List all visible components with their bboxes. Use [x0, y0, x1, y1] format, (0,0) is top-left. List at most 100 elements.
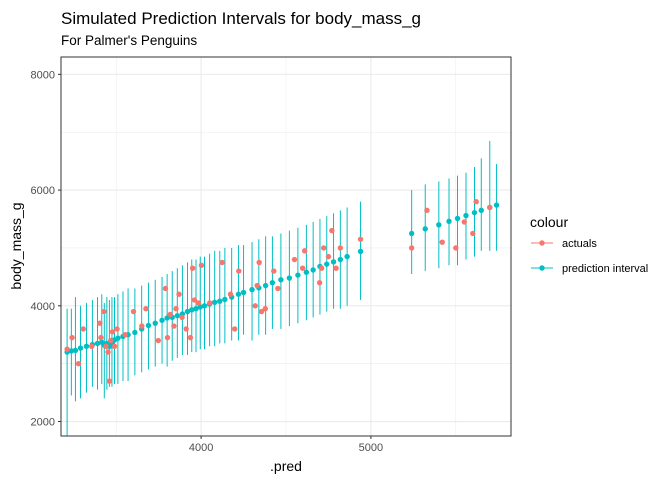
y-tick-label: 2000	[31, 417, 55, 429]
prediction-point	[174, 312, 181, 319]
prediction-point	[278, 277, 284, 283]
x-tick-label: 4000	[189, 442, 213, 454]
y-axis-label: body_mass_g	[8, 202, 24, 289]
actual-point	[470, 230, 476, 237]
actual-point	[227, 291, 234, 297]
actual-point	[453, 245, 459, 251]
prediction-point	[463, 212, 469, 219]
prediction-point	[83, 343, 90, 350]
actual-point	[252, 303, 258, 309]
actual-point	[256, 259, 262, 266]
actual-point	[262, 306, 268, 312]
actual-point	[198, 262, 205, 269]
legend-key-point-prediction-interval	[539, 265, 545, 271]
prediction-point	[436, 222, 442, 228]
actual-point	[291, 256, 298, 263]
prediction-point	[471, 209, 478, 216]
x-axis-ticks: 4000 5000	[189, 436, 383, 454]
actual-point	[173, 306, 179, 312]
prediction-point	[357, 248, 364, 255]
prediction-point	[184, 308, 191, 315]
prediction-point	[132, 329, 138, 336]
prediction-point	[217, 298, 223, 304]
legend-label-actuals: actuals	[562, 238, 597, 250]
prediction-point	[94, 340, 101, 347]
plot-border	[60, 56, 512, 437]
actual-point	[318, 265, 325, 271]
actual-point	[316, 279, 323, 286]
actual-point	[179, 314, 185, 321]
actual-point	[109, 329, 116, 335]
prediction-point	[152, 320, 158, 326]
prediction-point	[235, 291, 242, 297]
actual-point	[164, 334, 171, 341]
actual-point	[195, 300, 202, 306]
prediction-point	[303, 269, 310, 275]
actual-point	[75, 360, 82, 367]
actual-point	[143, 306, 149, 312]
actual-point	[232, 326, 238, 332]
actual-point	[183, 326, 189, 332]
actual-point	[461, 219, 468, 225]
plot-panel	[60, 56, 512, 437]
actual-point	[439, 239, 445, 245]
actual-point	[108, 337, 114, 344]
actual-points	[64, 198, 493, 384]
actual-point	[105, 349, 111, 355]
actual-point	[236, 268, 242, 274]
actual-point	[487, 204, 493, 211]
prediction-point	[197, 304, 203, 310]
actual-point	[69, 334, 75, 341]
prediction-point	[159, 317, 165, 323]
actual-point	[219, 259, 225, 266]
prediction-point	[201, 303, 208, 309]
prediction-point	[330, 259, 337, 265]
prediction-point	[240, 289, 247, 296]
legend-item-prediction-interval: prediction interval	[531, 263, 648, 275]
chart-subtitle: For Palmer's Penguins	[61, 33, 197, 48]
actual-point	[106, 378, 113, 384]
prediction-point	[493, 202, 500, 208]
y-tick-label: 8000	[31, 69, 55, 81]
prediction-point	[408, 230, 415, 237]
actual-point	[98, 334, 104, 341]
legend-title: colour	[530, 214, 568, 230]
actual-point	[473, 198, 479, 205]
legend-key-point-actuals	[539, 240, 545, 246]
legend: colour actuals prediction interval	[530, 214, 648, 275]
actual-point	[64, 346, 70, 352]
actual-point	[325, 253, 332, 260]
actual-point	[191, 297, 198, 303]
prediction-point	[211, 299, 218, 306]
actual-point	[408, 245, 415, 251]
x-tick-label: 5000	[359, 442, 383, 454]
actual-point	[171, 323, 177, 329]
prediction-point	[145, 322, 152, 329]
prediction-point	[286, 275, 293, 281]
actual-point	[357, 236, 364, 242]
prediction-point	[72, 347, 79, 354]
legend-label-prediction-interval: prediction interval	[562, 263, 648, 275]
chart-title: Simulated Prediction Intervals for body_…	[61, 9, 421, 28]
actual-point	[299, 265, 306, 271]
actual-point	[275, 285, 281, 292]
x-axis-label: .pred	[270, 458, 302, 474]
actual-point	[207, 300, 213, 306]
actual-point	[101, 308, 107, 315]
prediction-point	[446, 218, 452, 225]
actual-point	[103, 343, 109, 350]
actual-point	[162, 285, 169, 292]
actual-point	[167, 311, 173, 318]
prediction-point	[77, 345, 84, 351]
actual-point	[333, 265, 339, 271]
actual-point	[258, 308, 265, 315]
actual-point	[114, 326, 120, 332]
actual-point	[80, 326, 86, 332]
actual-point	[122, 332, 128, 338]
actual-point	[189, 265, 196, 271]
prediction-point	[295, 272, 301, 278]
prediction-point	[310, 267, 316, 273]
prediction-point	[115, 335, 121, 341]
actual-point	[271, 268, 277, 274]
